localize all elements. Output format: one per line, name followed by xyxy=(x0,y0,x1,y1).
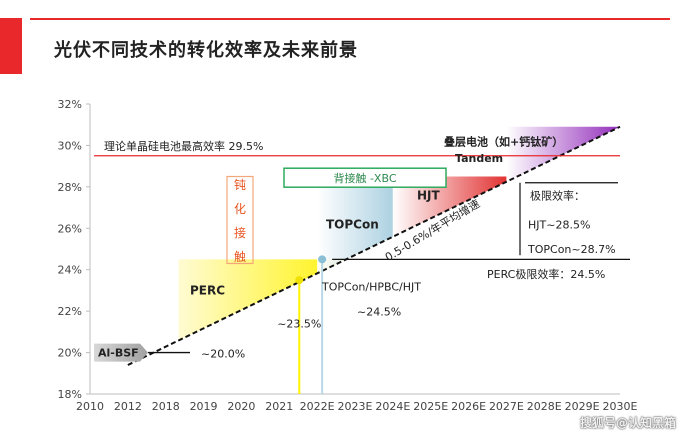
x-tick-label: 2030E xyxy=(603,400,638,413)
y-tick-label: 18% xyxy=(58,388,82,401)
y-tick-label: 30% xyxy=(58,139,82,152)
back-contact-label: 背接触 -XBC xyxy=(333,171,396,185)
tandem-label: Tandem xyxy=(455,152,503,165)
hjt-label: HJT xyxy=(417,188,441,202)
x-tick-label: 2029E xyxy=(565,400,600,413)
perc-limit-label: PERC极限效率：24.5% xyxy=(487,267,605,281)
x-tick-label: 2024E xyxy=(375,400,410,413)
limit-title-label: 极限效率： xyxy=(530,188,585,202)
passivation-char: 化 xyxy=(234,202,246,216)
y-tick-label: 20% xyxy=(58,347,82,360)
hjt-limit-label: HJT~28.5% xyxy=(528,218,590,231)
stacked-label: 叠层电池（如+钙钛矿） xyxy=(444,134,563,148)
albsf-eff-label: ~20.0% xyxy=(201,348,245,361)
y-tick-label: 32% xyxy=(58,98,82,111)
region-topcon xyxy=(317,184,393,274)
x-tick-label: 2028E xyxy=(527,400,562,413)
topcon-group-label: TOPCon/HPBC/HJT xyxy=(321,280,421,293)
x-tick-label: 2019 xyxy=(190,400,218,413)
albsf-label: Al-BSF xyxy=(98,347,139,360)
y-tick-label: 22% xyxy=(58,305,82,318)
passivation-char: 钝 xyxy=(234,178,246,192)
x-tick-label: 2027E xyxy=(489,400,524,413)
x-tick-label: 2021 xyxy=(265,400,293,413)
theory-limit-label: 理论单晶硅电池最高效率 29.5% xyxy=(104,139,263,153)
topcon-group-eff-label: ~24.5% xyxy=(357,305,401,318)
x-tick-label: 2023E xyxy=(338,400,373,413)
perc-label: PERC xyxy=(190,284,225,298)
page-title: 光伏不同技术的转化效率及未来前景 xyxy=(54,40,358,61)
topcon-label: TOPCon xyxy=(326,217,379,231)
watermark: 搜狐号@认知黑箱 xyxy=(579,416,676,430)
passivation-char: 触 xyxy=(234,250,246,264)
perc-eff-label: ~23.5% xyxy=(277,318,321,331)
region-hjt xyxy=(392,176,507,237)
x-tick-label: 2010 xyxy=(76,400,104,413)
y-tick-label: 26% xyxy=(58,222,82,235)
y-tick-label: 24% xyxy=(58,264,82,277)
x-tick-label: 2018 xyxy=(152,400,180,413)
title-accent-bar xyxy=(0,18,22,74)
x-tick-label: 2025E xyxy=(413,400,448,413)
back-contact-box xyxy=(283,167,447,188)
passivation-box xyxy=(226,175,254,265)
passivation-char: 接 xyxy=(234,225,246,240)
topcon-limit-label: TOPCon~28.7% xyxy=(527,243,616,256)
x-tick-label: 2020 xyxy=(227,400,255,413)
y-tick-label: 28% xyxy=(58,181,82,194)
x-tick-label: 2012 xyxy=(114,400,142,413)
topcon-point xyxy=(318,255,327,264)
perc-point xyxy=(295,276,304,285)
title-rule xyxy=(30,18,670,20)
trend-line xyxy=(127,125,621,366)
x-tick-label: 2026E xyxy=(451,400,486,413)
albsf-arrow xyxy=(94,343,148,362)
x-tick-label: 2022E xyxy=(300,400,335,413)
